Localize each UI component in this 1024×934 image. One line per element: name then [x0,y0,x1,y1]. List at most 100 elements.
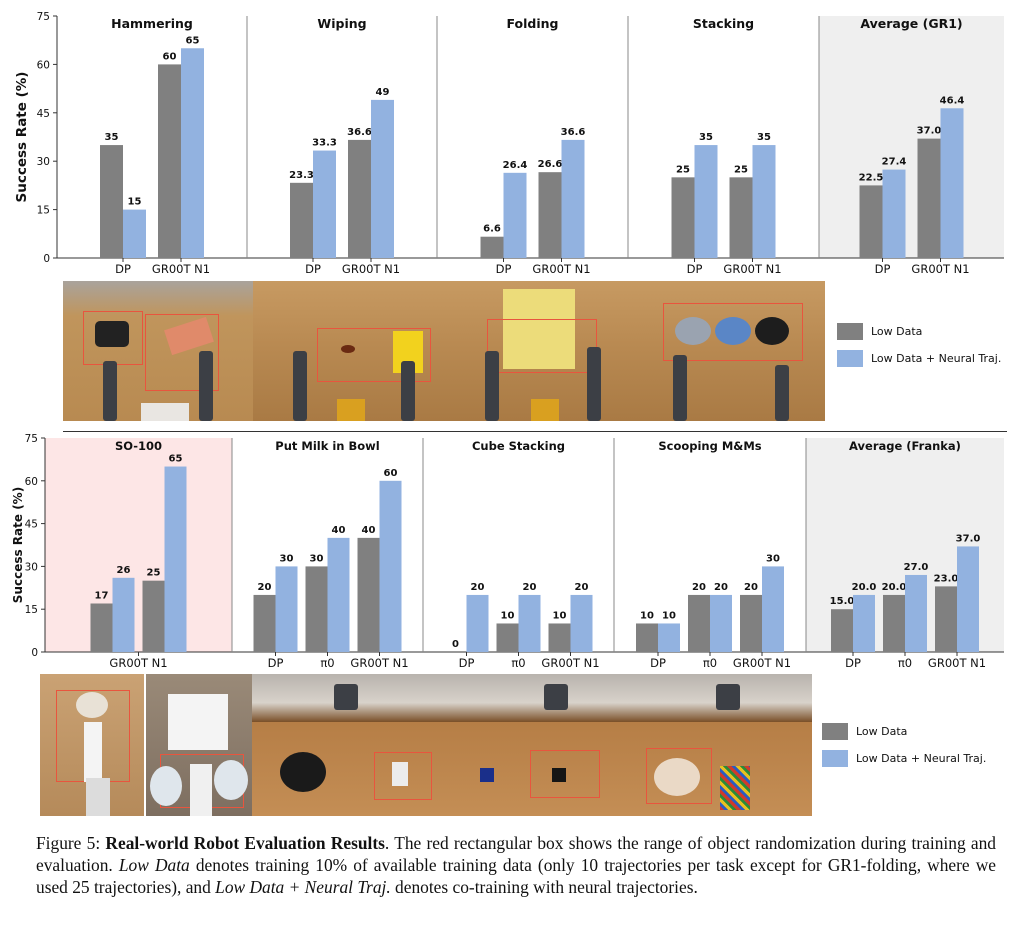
bar-neural-traj [752,145,776,258]
data-label: 0 [452,639,459,650]
legend-label-neural: Low Data + Neural Traj. [856,752,987,765]
bar-neural-traj [882,169,906,258]
y-tick-label: 15 [37,205,50,217]
data-label: 20.0 [882,582,907,593]
bar-low-data [831,609,853,652]
stacking-photo [637,281,825,421]
bar-neural-traj [710,594,732,652]
x-category-label: GR00T N1 [350,656,408,670]
bar-low-data [253,594,276,652]
data-label: 25 [734,164,748,175]
data-label: 36.6 [347,127,372,138]
x-category-label: DP [459,656,475,670]
robot-body [84,722,102,782]
bar-low-data [548,623,571,652]
legend-bottom: Low Data Low Data + Neural Traj. [822,718,986,772]
bar-neural-traj [561,139,585,258]
data-label: 20 [714,582,728,593]
robot-base [86,778,110,816]
bar-neural-traj [694,145,718,258]
data-label: 10 [553,610,567,621]
data-label: 27.4 [882,157,907,168]
milk-photo [252,674,438,816]
bar-neural-traj [570,594,593,652]
robot-body [190,764,212,816]
object [141,403,189,421]
bar-neural-traj [379,480,402,652]
randomization-box [530,750,600,798]
y-axis-label: Success Rate (%) [11,487,25,603]
object [337,399,365,421]
hammering-photo [63,281,253,421]
bar-neural-traj [112,577,135,652]
robot-arm [673,355,687,421]
robot-gripper [334,684,358,710]
bar-low-data [480,236,504,258]
cube-black [552,768,566,782]
y-tick-label: 60 [37,59,50,71]
robot-arm [103,361,117,421]
bar-neural-traj [313,150,336,258]
panel-background [819,16,1004,258]
panel-title: SO-100 [115,439,162,453]
randomization-box [646,748,712,804]
panel-background [45,438,232,652]
plate [214,760,248,800]
bar-low-data [883,594,905,652]
y-tick-label: 75 [25,433,38,445]
panel-title: Cube Stacking [472,439,565,453]
bar-low-data [729,177,753,258]
bar-low-data [290,182,313,258]
caption-text-1: . The red rectangular box shows the rang… [36,833,996,875]
wall [438,674,624,722]
panel-title: Hammering [111,16,193,31]
caption-title: Real-world Robot Evaluation Results [105,833,385,853]
bar-low-data [496,623,519,652]
bar-neural-traj [957,546,979,652]
data-label: 60 [163,51,177,62]
data-label: 25 [676,164,690,175]
legend-label-low: Low Data [871,325,923,338]
bar-neural-traj [905,574,927,652]
bar-low-data [158,64,181,259]
data-label: 6.6 [483,224,501,235]
data-label: 30 [310,553,324,564]
gr1-results-chart: 0 15 30 45 60 75 Success Rate (%) Hammering 35 15… [14,11,1004,276]
board [168,694,228,750]
x-category-label: GR00T N1 [532,262,590,276]
plate [654,758,700,796]
gr1-task-photos [63,281,825,421]
data-label: 20 [692,582,706,593]
y-tick-label: 30 [37,156,50,168]
figure-caption: Figure 5: Real-world Robot Evaluation Re… [36,832,996,898]
data-label: 10 [501,610,515,621]
so100-photo-1 [40,674,144,816]
data-label: 35 [105,132,119,143]
panel-title: Stacking [693,16,754,31]
data-label: 36.6 [561,127,586,138]
bowl-black [755,317,789,345]
data-label: 15 [128,197,142,208]
data-label: 35 [699,132,713,143]
randomization-box [145,314,219,391]
robot-arm [199,351,213,421]
randomization-box [487,319,597,373]
bowl [280,752,326,792]
y-tick-label: 60 [25,476,38,488]
bar-neural-traj [518,594,541,652]
x-category-label: GR00T N1 [723,262,781,276]
legend-swatch-low [837,323,863,340]
data-label: 25 [147,568,161,579]
robot-arm [293,351,307,421]
data-label: 20 [471,582,485,593]
y-tick-label: 45 [25,519,38,531]
data-label: 10 [640,610,654,621]
legend-item-neural: Low Data + Neural Traj. [837,345,1001,372]
bar-low-data [538,172,562,258]
randomization-box [317,328,431,382]
bowl-grey [675,317,711,345]
x-category-label: GR00T N1 [152,262,210,276]
bar-low-data [142,580,165,652]
legend-swatch-neural [837,350,863,367]
x-category-label: GR00T N1 [109,656,167,670]
